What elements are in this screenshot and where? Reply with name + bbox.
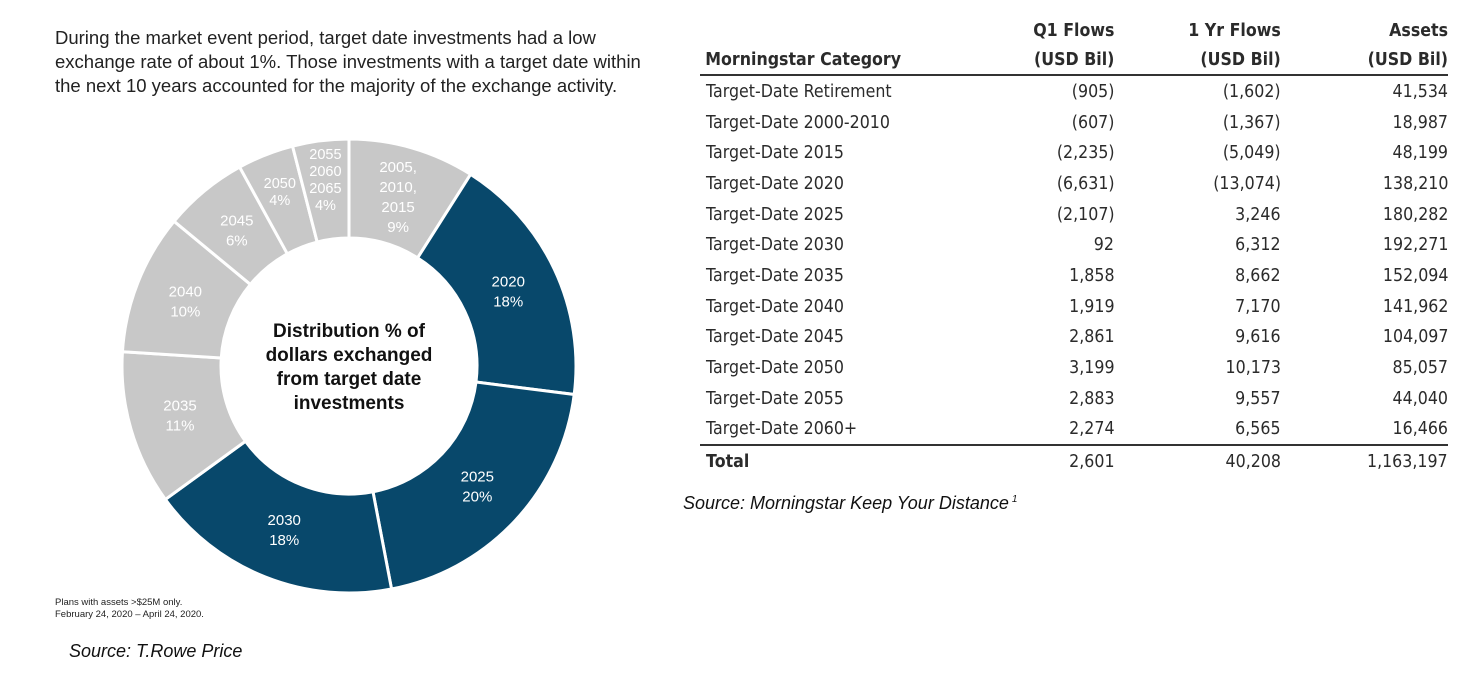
category-cell: Target-Date 2055 — [706, 387, 844, 409]
value-cell: 104,097 — [1382, 326, 1448, 348]
value-cell: (5,049) — [1223, 142, 1281, 164]
slice-label: 2005, 2010, 2015 9% — [379, 159, 417, 236]
table-row: Target-Date 2020 (6,631) (13,074) 138,210 — [700, 168, 1448, 199]
table-row: Target-Date 2055 2,883 9,557 44,040 — [700, 383, 1448, 414]
value-cell: 6,312 — [1235, 234, 1281, 256]
value-cell: 152,094 — [1382, 264, 1448, 286]
donut-chart: 2005, 2010, 2015 9% 2020 18% 2025 20% 2030 18% 203… — [120, 140, 578, 595]
table-row: Target-Date 2045 2,861 9,616 104,097 — [700, 322, 1448, 353]
slice-label: 2055 2060 2065 4% — [309, 147, 341, 214]
category-cell: Target-Date 2060+ — [706, 418, 858, 440]
value-cell: (905) — [1071, 80, 1115, 102]
slice-label: 2045 6% — [220, 213, 253, 250]
value-cell: 1,858 — [1068, 264, 1115, 286]
value-cell: (1,367) — [1223, 111, 1281, 133]
value-cell: 3,246 — [1235, 203, 1281, 225]
flows-table: Morningstar Category Q1 Flows (USD Bil) 1… — [700, 16, 1448, 477]
category-cell: Target-Date 2050 — [706, 357, 844, 379]
slice-label: 2030 18% — [268, 512, 301, 549]
value-cell: 40,208 — [1114, 444, 1281, 477]
table-row: Target-Date 2025 (2,107) 3,246 180,282 — [700, 199, 1448, 230]
header-category: Morningstar Category — [700, 16, 969, 76]
footnote-line: Plans with assets >$25M only. — [55, 597, 183, 608]
category-cell: Total — [700, 444, 1005, 477]
table-row: Target-Date Retirement (905) (1,602) 41,534 — [700, 75, 1448, 107]
category-cell: Target-Date 2020 — [706, 172, 844, 194]
value-cell: (2,107) — [1056, 203, 1115, 225]
table-total-row: Total 2,601 40,208 1,163,197 — [700, 444, 1448, 477]
category-cell: Target-Date Retirement — [706, 80, 892, 102]
slice-label: 2050 4% — [264, 176, 296, 209]
value-cell: 92 — [1094, 234, 1115, 256]
value-cell: 9,557 — [1235, 387, 1281, 409]
value-cell: (13,074) — [1213, 172, 1281, 194]
slice-label: 2040 10% — [169, 283, 202, 320]
category-cell: Target-Date 2030 — [706, 234, 844, 256]
value-cell: (6,631) — [1056, 172, 1115, 194]
value-cell: 85,057 — [1392, 357, 1448, 379]
value-cell: 9,616 — [1235, 326, 1281, 348]
table-row: Target-Date 2050 3,199 10,173 85,057 — [700, 352, 1448, 383]
value-cell: (2,235) — [1056, 142, 1115, 164]
table-header-row: Morningstar Category Q1 Flows (USD Bil) 1… — [700, 16, 1448, 76]
value-cell: 10,173 — [1225, 357, 1281, 379]
category-cell: Target-Date 2045 — [706, 326, 844, 348]
donut-slice — [290, 140, 351, 244]
value-cell: 8,662 — [1235, 264, 1281, 286]
slice-label: 2020 18% — [492, 273, 525, 310]
value-cell: 7,170 — [1235, 295, 1281, 317]
source-left: Source: T.Rowe Price — [69, 641, 243, 661]
table-row: Target-Date 2035 1,858 8,662 152,094 — [700, 260, 1448, 291]
value-cell: 41,534 — [1392, 80, 1448, 102]
intro-paragraph: During the market event period, target d… — [55, 27, 641, 96]
donut-slice — [371, 380, 576, 591]
value-cell: 44,040 — [1392, 387, 1448, 409]
value-cell: 1,163,197 — [1281, 444, 1448, 477]
header-assets: Assets (USD Bil) — [1301, 16, 1448, 76]
footnote-ref: 1 — [1011, 494, 1018, 505]
category-cell: Target-Date 2015 — [706, 142, 844, 164]
footnote-line: February 24, 2020 – April 24, 2020. — [55, 609, 204, 620]
donut-slice — [163, 439, 394, 595]
value-cell: 2,861 — [1068, 326, 1115, 348]
category-cell: Target-Date 2000-2010 — [706, 111, 890, 133]
value-cell: 1,919 — [1068, 295, 1115, 317]
chart-footnote: Plans with assets >$25M only. February 2… — [55, 597, 204, 621]
slice-label: 2025 20% — [461, 469, 494, 506]
value-cell: 6,565 — [1235, 418, 1281, 440]
category-cell: Target-Date 2035 — [706, 264, 844, 286]
donut-slice — [415, 172, 578, 397]
source-right: Source: Morningstar Keep Your Distance 1 — [683, 493, 1018, 513]
value-cell: 180,282 — [1382, 203, 1448, 225]
header-q1-flows: Q1 Flows (USD Bil) — [1017, 16, 1115, 76]
value-cell: 3,199 — [1068, 357, 1115, 379]
table-row: Target-Date 2015 (2,235) (5,049) 48,199 — [700, 137, 1448, 168]
slice-label: 2035 11% — [163, 397, 196, 434]
table-row: Target-Date 2040 1,919 7,170 141,962 — [700, 291, 1448, 322]
value-cell: 18,987 — [1392, 111, 1448, 133]
value-cell: 141,962 — [1382, 295, 1448, 317]
value-cell: 2,274 — [1068, 418, 1115, 440]
header-1yr-flows: 1 Yr Flows (USD Bil) — [1134, 16, 1281, 76]
table-row: Target-Date 2060+ 2,274 6,565 16,466 — [700, 414, 1448, 446]
value-cell: 138,210 — [1382, 172, 1448, 194]
category-cell: Target-Date 2040 — [706, 295, 844, 317]
donut-center-label: Distribution % of dollars exchanged from t… — [266, 321, 433, 414]
value-cell: 2,883 — [1068, 387, 1115, 409]
value-cell: 192,271 — [1382, 234, 1448, 256]
value-cell: (1,602) — [1223, 80, 1281, 102]
table-row: Target-Date 2000-2010 (607) (1,367) 18,987 — [700, 107, 1448, 138]
value-cell: 16,466 — [1392, 418, 1448, 440]
value-cell: (607) — [1071, 111, 1115, 133]
value-cell: 2,601 — [1004, 444, 1115, 477]
table-row: Target-Date 2030 92 6,312 192,271 — [700, 229, 1448, 260]
category-cell: Target-Date 2025 — [706, 203, 844, 225]
value-cell: 48,199 — [1392, 142, 1448, 164]
